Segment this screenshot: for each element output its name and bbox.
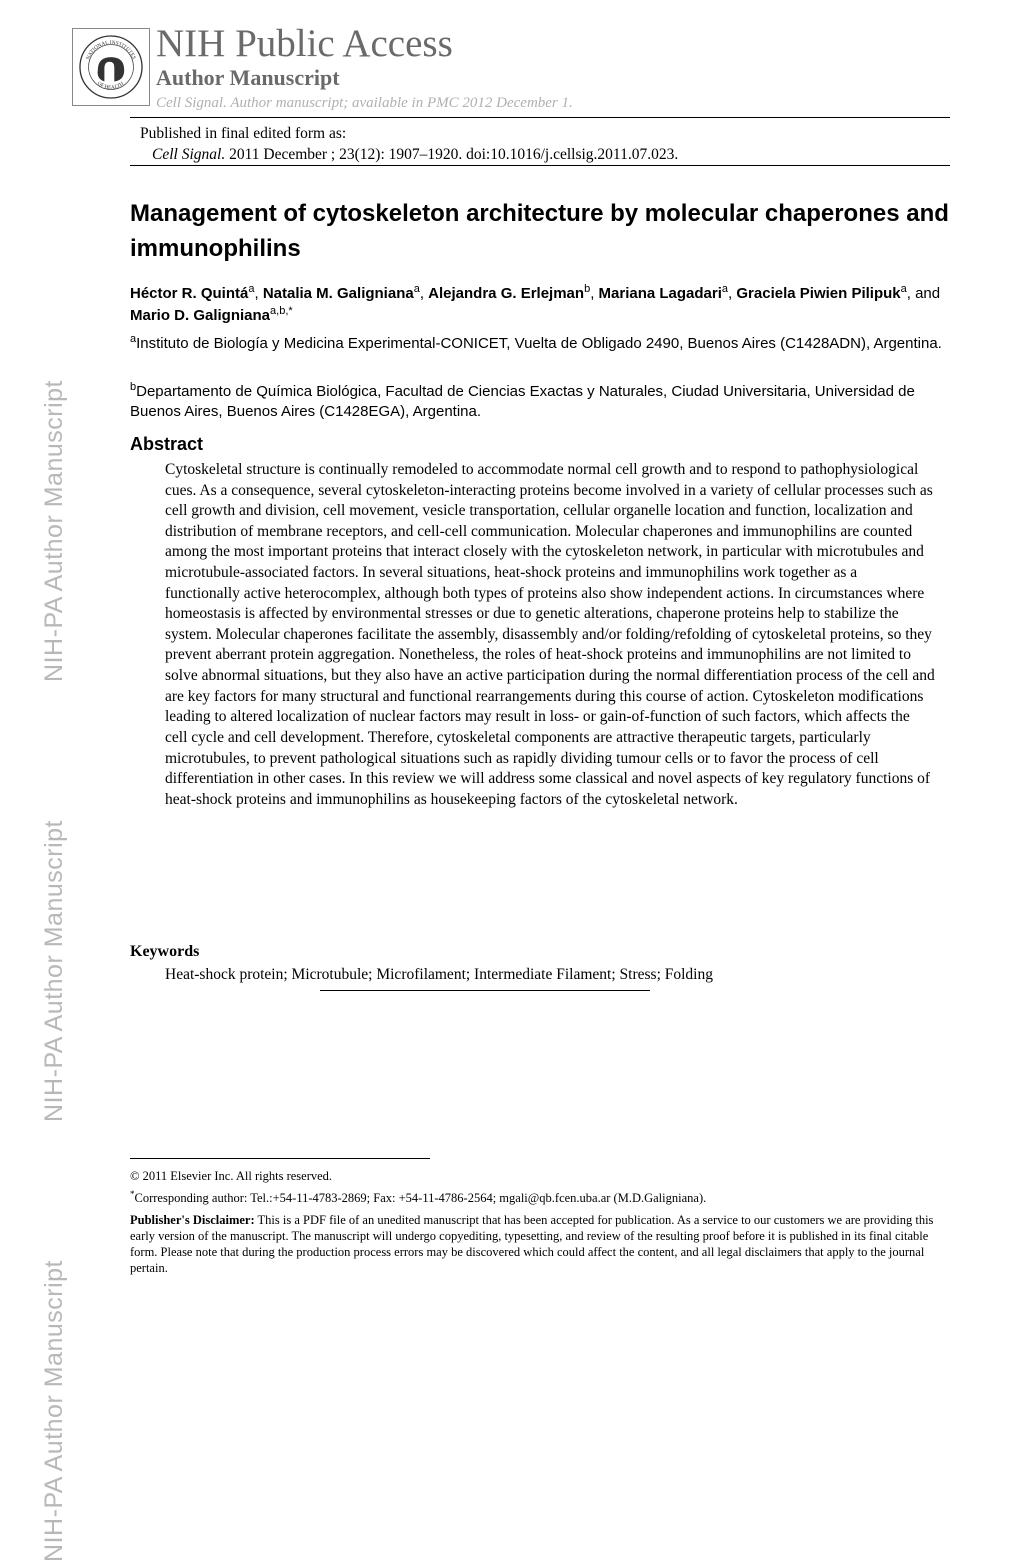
hhs-seal-icon: NATIONAL INSTITUTES OF HEALTH bbox=[78, 34, 144, 100]
header-block: NIH Public Access Author Manuscript Cell… bbox=[156, 24, 573, 112]
abstract-heading: Abstract bbox=[130, 434, 203, 455]
journal-abbrev: Cell Signal bbox=[156, 95, 223, 111]
watermark-side: NIH-PA Author Manuscript bbox=[40, 1260, 69, 1562]
published-block: Published in final edited form as: Cell … bbox=[140, 124, 678, 166]
footnote-rule bbox=[130, 1158, 430, 1159]
published-line1: Published in final edited form as: bbox=[140, 124, 678, 145]
watermark-side: NIH-PA Author Manuscript bbox=[40, 820, 69, 1122]
affiliation-b: bDepartamento de Química Biológica, Facu… bbox=[130, 380, 950, 423]
footnotes: © 2011 Elsevier Inc. All rights reserved… bbox=[130, 1168, 950, 1282]
keywords-text: Heat-shock protein; Microtubule; Microfi… bbox=[165, 966, 935, 984]
corresponding-author: *Corresponding author: Tel.:+54-11-4783-… bbox=[130, 1189, 950, 1206]
abstract-text: Cytoskeletal structure is continually re… bbox=[165, 460, 935, 810]
watermark-side: NIH-PA Author Manuscript bbox=[40, 380, 69, 682]
keywords-heading: Keywords bbox=[130, 943, 199, 961]
availability-text: . Author manuscript; available in PMC 20… bbox=[223, 95, 573, 111]
author-manuscript-label: Author Manuscript bbox=[156, 65, 573, 91]
availability-line: Cell Signal. Author manuscript; availabl… bbox=[156, 95, 573, 112]
author-list: Héctor R. Quintáa, Natalia M. Galigniana… bbox=[130, 282, 950, 326]
journal-citation-name: Cell Signal. bbox=[152, 146, 225, 163]
affiliation-a: aInstituto de Biología y Medicina Experi… bbox=[130, 332, 950, 354]
journal-citation-rest: 2011 December ; 23(12): 1907–1920. doi:1… bbox=[225, 146, 678, 163]
horizontal-rule bbox=[130, 117, 950, 118]
horizontal-rule bbox=[320, 990, 650, 991]
nih-public-access-title: NIH Public Access bbox=[156, 24, 573, 63]
svg-text:OF HEALTH: OF HEALTH bbox=[96, 81, 125, 91]
article-title: Management of cytoskeleton architecture … bbox=[130, 197, 950, 267]
publisher-disclaimer: Publisher's Disclaimer: This is a PDF fi… bbox=[130, 1212, 950, 1277]
copyright-line: © 2011 Elsevier Inc. All rights reserved… bbox=[130, 1168, 950, 1184]
nih-logo: NATIONAL INSTITUTES OF HEALTH bbox=[72, 28, 150, 106]
horizontal-rule bbox=[130, 165, 950, 166]
